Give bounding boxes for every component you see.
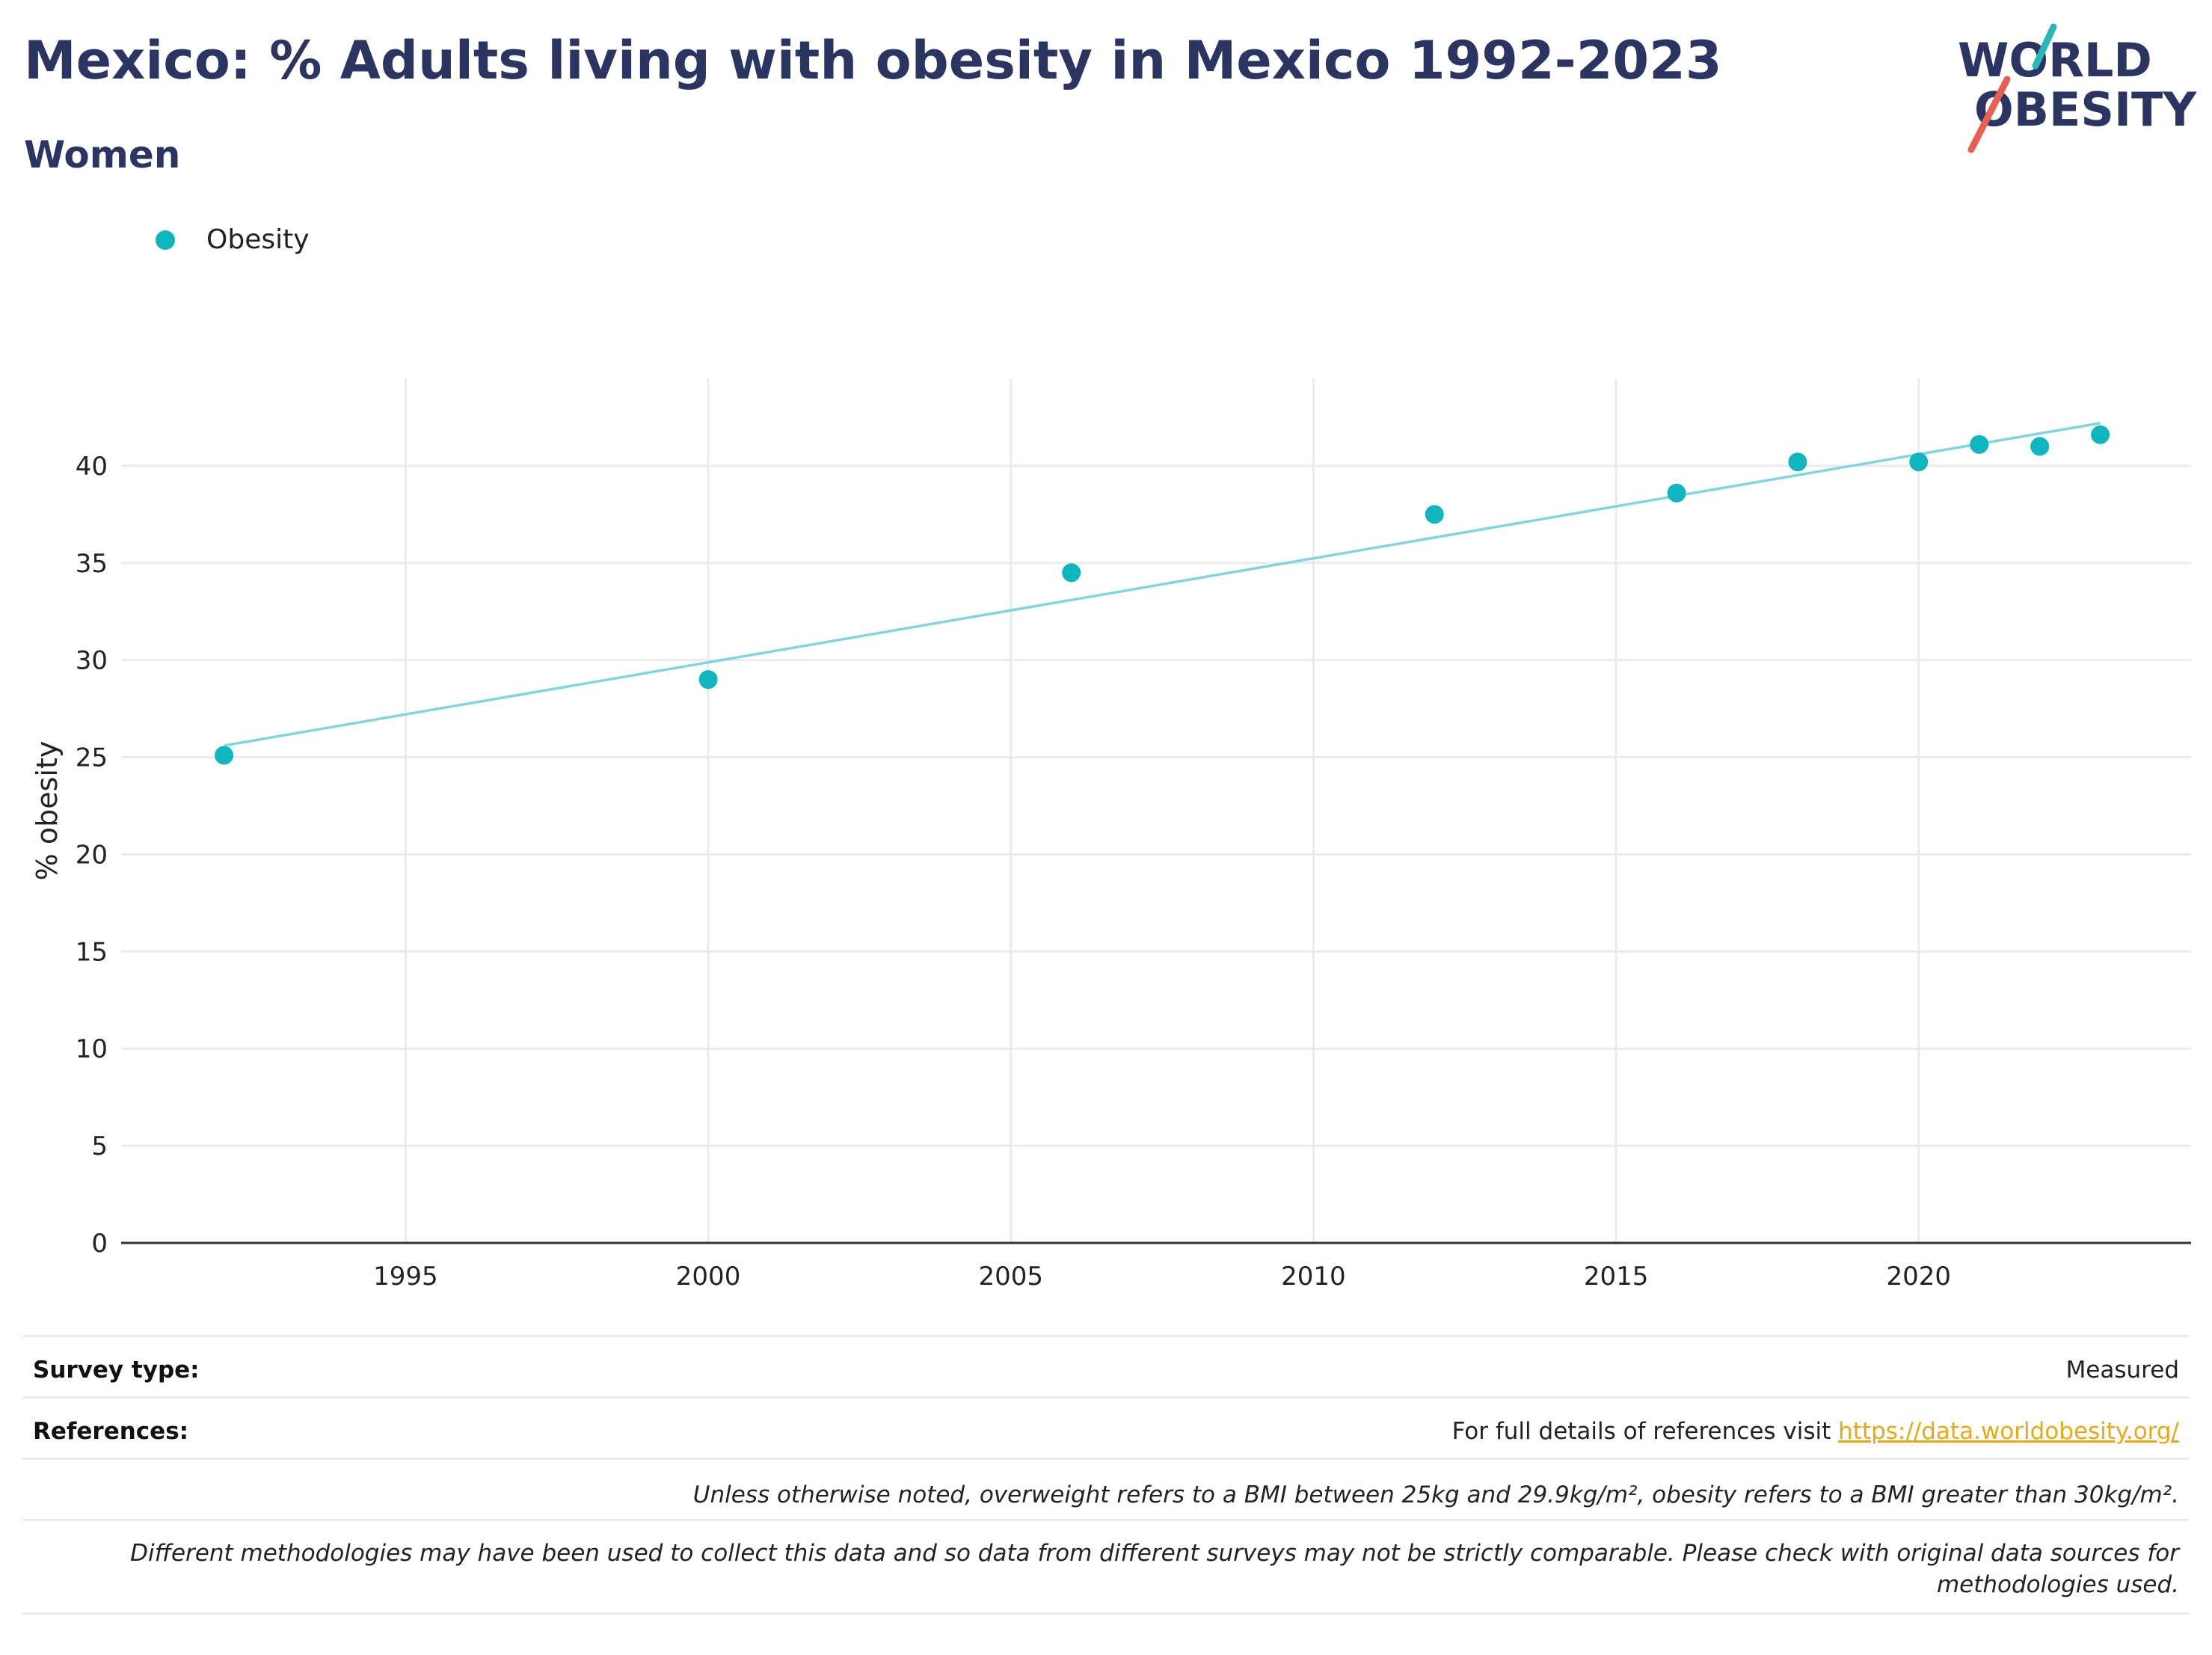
survey-type-row: Survey type: Measured xyxy=(22,1335,2190,1396)
x-tick-label: 2000 xyxy=(676,1262,741,1292)
y-tick-label: 5 xyxy=(91,1132,108,1161)
methodology-note: Different methodologies may have been us… xyxy=(130,1540,2179,1598)
data-point-2018 xyxy=(1788,452,1807,472)
logo-slash-red xyxy=(1967,76,2011,153)
chart-footer: Survey type: Measured References: For fu… xyxy=(22,1335,2190,1615)
survey-type-label: Survey type: xyxy=(33,1357,200,1384)
legend-label-obesity: Obesity xyxy=(206,224,310,255)
references-label: References: xyxy=(33,1418,189,1445)
y-tick-label: 35 xyxy=(76,549,108,579)
methodology-note-row: Different methodologies may have been us… xyxy=(22,1519,2190,1612)
chart-subtitle: Women xyxy=(24,133,181,176)
data-point-2023 xyxy=(2091,425,2110,444)
references-row: References: For full details of referenc… xyxy=(22,1396,2190,1458)
data-point-2006 xyxy=(1062,563,1081,583)
y-tick-label: 40 xyxy=(76,452,108,482)
grid-lines xyxy=(121,378,2191,1243)
y-tick-label: 25 xyxy=(76,743,108,773)
logo-word-world: WORLD xyxy=(1958,33,2152,87)
definition-note-row: Unless otherwise noted, overweight refer… xyxy=(22,1458,2190,1519)
x-tick-label: 1995 xyxy=(373,1262,438,1292)
obesity-scatter-chart: 0 5 10 15 20 25 30 35 40 1995 2000 2005 2010 2015 2020… xyxy=(31,378,2191,1292)
data-point-1992 xyxy=(215,746,234,765)
x-tick-label: 2010 xyxy=(1281,1262,1346,1292)
x-tick-label: 2015 xyxy=(1584,1262,1649,1292)
logo-slash-teal xyxy=(2032,23,2057,70)
world-obesity-logo: WORLD OBESITY xyxy=(1958,23,2197,153)
x-tick-label: 2020 xyxy=(1887,1262,1952,1292)
trend-line-layer xyxy=(224,422,2101,747)
y-tick-label: 30 xyxy=(76,646,108,676)
logo-word-obesity: OBESITY xyxy=(1974,82,2197,137)
data-point-2000 xyxy=(698,670,718,690)
axes: 0 5 10 15 20 25 30 35 40 1995 2000 2005 2010 2015 2020… xyxy=(31,452,2191,1292)
y-tick-label: 0 xyxy=(91,1229,108,1259)
references-link[interactable]: https://data.worldobesity.org/ xyxy=(1838,1418,2179,1445)
survey-type-value: Measured xyxy=(2065,1357,2179,1384)
references-text: For full details of references visit xyxy=(1451,1418,1839,1445)
x-tick-label: 2005 xyxy=(978,1262,1043,1292)
y-tick-label: 10 xyxy=(76,1034,108,1064)
data-point-2012 xyxy=(1425,505,1444,524)
y-tick-label: 20 xyxy=(76,840,108,870)
y-axis-label: % obesity xyxy=(31,741,64,881)
data-point-2016 xyxy=(1667,483,1686,503)
definition-note: Unless otherwise noted, overweight refer… xyxy=(692,1481,2179,1508)
trend-line xyxy=(224,422,2101,747)
legend-marker-obesity xyxy=(156,230,175,250)
chart-legend: Obesity xyxy=(156,224,310,255)
data-point-2020 xyxy=(1909,452,1929,472)
footer-bottom-rule xyxy=(22,1612,2190,1615)
data-points xyxy=(215,425,2110,765)
y-tick-label: 15 xyxy=(76,937,108,967)
references-value: For full details of references visit htt… xyxy=(1452,1418,2179,1445)
data-point-2022 xyxy=(2030,437,2050,456)
chart-title: Mexico: % Adults living with obesity in … xyxy=(24,30,1722,91)
data-point-2021 xyxy=(1970,435,1989,454)
